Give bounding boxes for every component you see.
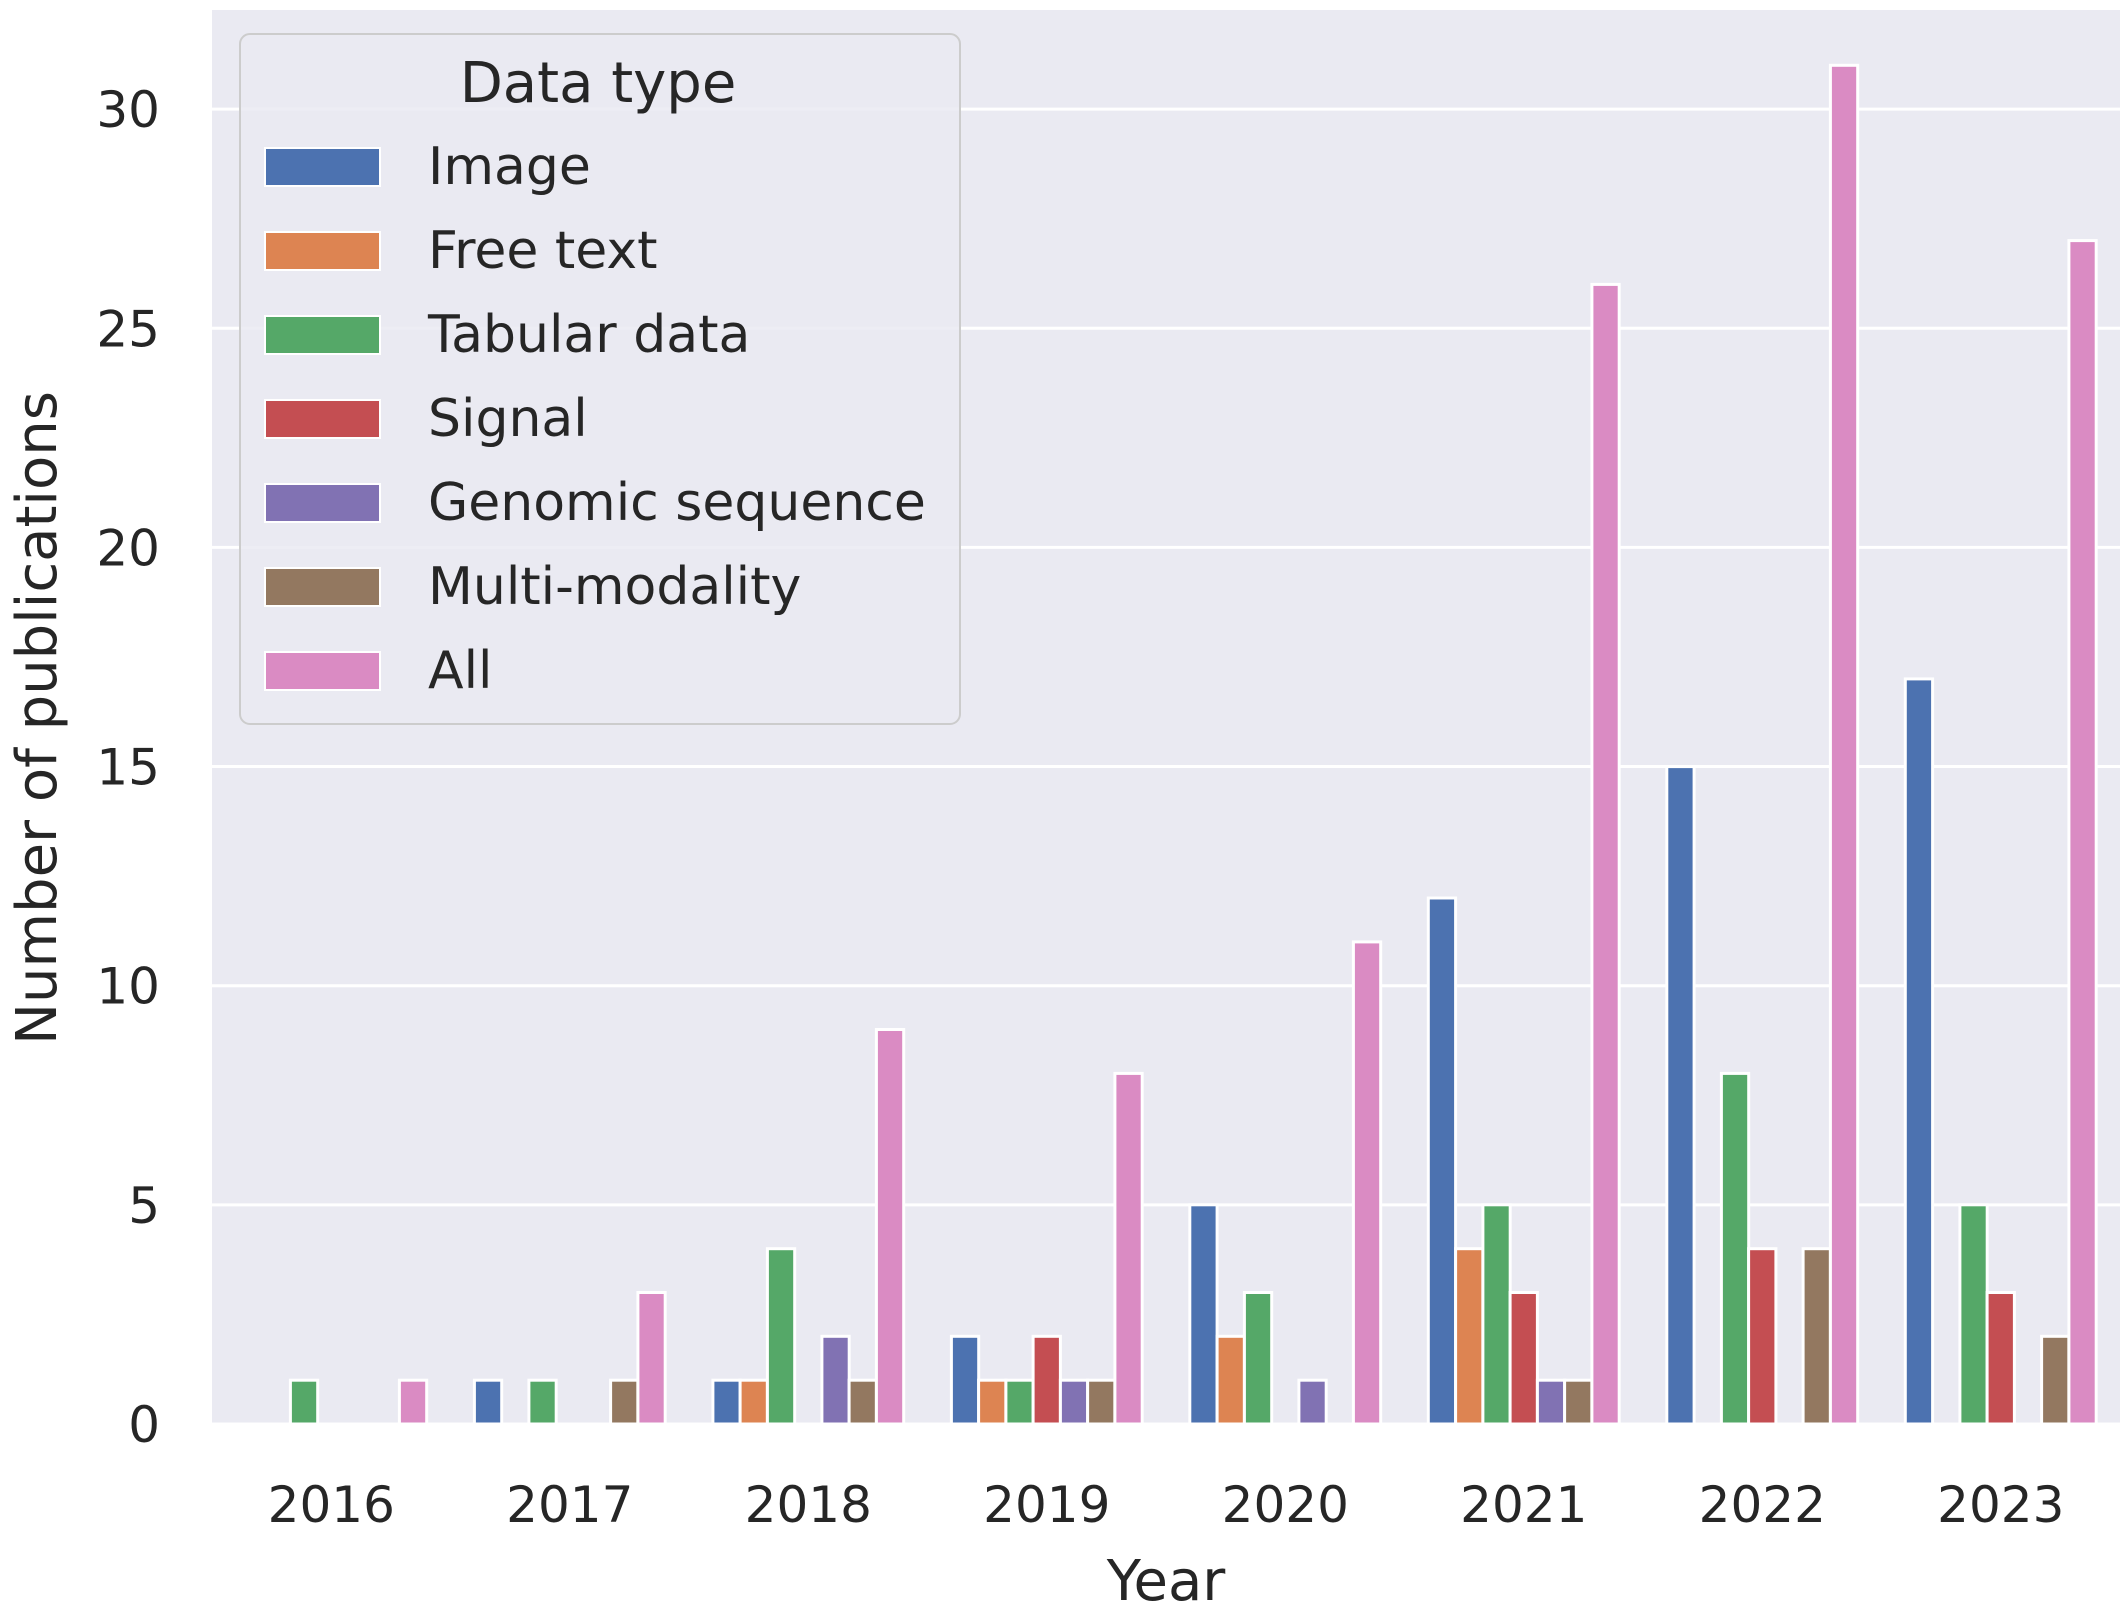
bar	[609, 1378, 640, 1426]
legend-items: Image Free text Tabular data Signal Genomic …	[264, 137, 926, 701]
bar	[636, 1291, 667, 1426]
bar	[1351, 940, 1383, 1426]
bar	[1590, 282, 1621, 1426]
legend-label: Tabular data	[427, 305, 750, 365]
y-tick-label: 5	[128, 1177, 160, 1235]
legend-swatch	[264, 399, 381, 439]
y-tick-label: 10	[96, 958, 160, 1016]
legend-swatch	[264, 315, 381, 355]
bar	[1958, 1203, 1989, 1426]
bar	[1481, 1203, 1512, 1426]
legend-label: Genomic sequence	[428, 473, 926, 533]
bar	[1086, 1378, 1117, 1426]
y-tick-labels: 0 5 10 15 20 25 30	[96, 81, 160, 1454]
legend-label: Multi-modality	[428, 557, 801, 617]
x-tick-label: 2020	[1222, 1476, 1349, 1534]
bars	[288, 63, 2098, 1426]
y-tick-label: 30	[96, 81, 160, 139]
bar	[1113, 1071, 1144, 1426]
x-tick-label: 2016	[268, 1476, 395, 1534]
bar	[288, 1378, 320, 1426]
y-tick-label: 20	[96, 519, 160, 577]
legend-box	[239, 33, 961, 725]
legend-swatch	[264, 231, 381, 271]
bar	[1535, 1378, 1567, 1426]
x-tick-label: 2021	[1460, 1476, 1587, 1534]
y-tick-label: 0	[128, 1396, 160, 1454]
bar	[1665, 765, 1696, 1426]
bar	[2040, 1334, 2071, 1426]
legend-swatch	[264, 483, 381, 523]
y-tick-label: 15	[96, 739, 160, 797]
legend-label: Free text	[428, 221, 658, 281]
bar	[1215, 1334, 1246, 1426]
bar	[1903, 677, 1935, 1426]
bar	[820, 1334, 851, 1426]
x-tick-label: 2019	[983, 1476, 1110, 1534]
bar	[1454, 1247, 1485, 1426]
bar	[711, 1378, 742, 1426]
legend: Data type Image Free text Tabular data Sign…	[239, 33, 961, 725]
bar	[527, 1378, 558, 1426]
bar	[1747, 1247, 1778, 1426]
bar	[1985, 1291, 2016, 1426]
y-tick-label: 25	[96, 300, 160, 358]
x-tick-label: 2022	[1699, 1476, 1826, 1534]
legend-label: All	[428, 641, 492, 701]
bar	[472, 1378, 504, 1426]
y-axis-label: Number of publications	[5, 391, 70, 1045]
bar	[1058, 1378, 1090, 1426]
bar	[874, 1028, 906, 1426]
bar	[977, 1378, 1008, 1426]
bar	[738, 1378, 769, 1426]
x-tick-labels: 2016 2017 2018 2019 2020 2021 2022 2023	[268, 1476, 2065, 1534]
x-axis-label: Year	[1106, 1549, 1227, 1610]
bar	[765, 1247, 797, 1426]
bar	[397, 1378, 429, 1426]
legend-swatch	[264, 651, 381, 691]
bar	[1004, 1378, 1035, 1426]
bar	[1188, 1203, 1219, 1426]
x-tick-label: 2018	[745, 1476, 872, 1534]
bar	[847, 1378, 878, 1426]
bar	[1031, 1334, 1062, 1426]
bar	[1242, 1291, 1274, 1426]
bar	[1563, 1378, 1594, 1426]
bar	[1828, 63, 1860, 1426]
legend-swatch	[264, 147, 381, 187]
legend-label: Signal	[428, 389, 588, 449]
bar	[949, 1334, 981, 1426]
legend-swatch	[264, 567, 381, 607]
bar	[1801, 1247, 1832, 1426]
bar	[1297, 1378, 1328, 1426]
x-tick-label: 2023	[1937, 1476, 2064, 1534]
x-tick-label: 2017	[506, 1476, 633, 1534]
bar	[1426, 896, 1458, 1426]
bar	[1719, 1071, 1751, 1426]
bar	[2067, 239, 2098, 1426]
bar	[1508, 1291, 1539, 1426]
legend-label: Image	[428, 137, 591, 197]
legend-title: Data type	[460, 51, 737, 116]
